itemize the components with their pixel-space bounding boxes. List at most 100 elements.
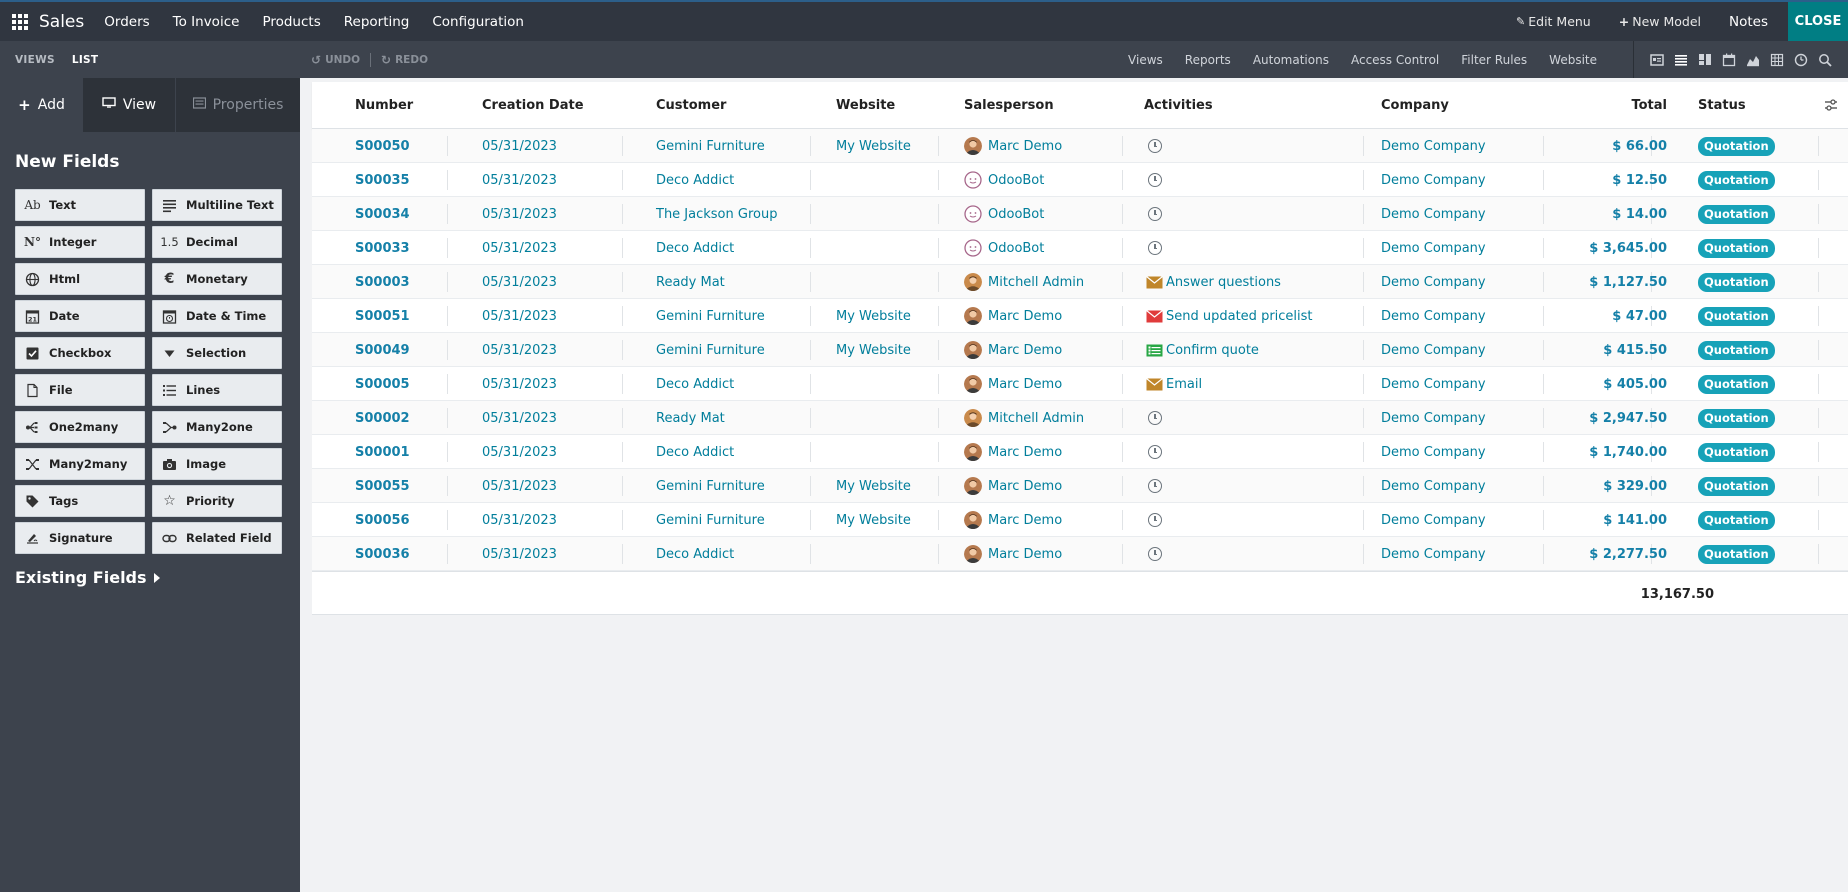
- field-image[interactable]: Image: [152, 448, 282, 480]
- tab-view[interactable]: View: [83, 78, 175, 132]
- cell-activities[interactable]: [1148, 537, 1162, 571]
- cell-salesperson[interactable]: Marc Demo: [964, 469, 1062, 503]
- table-row[interactable]: S00051 05/31/2023 Gemini Furniture My Websi…: [312, 299, 1848, 333]
- cell-creation-date[interactable]: 05/31/2023: [482, 172, 557, 188]
- cell-activities[interactable]: Answer questions: [1146, 265, 1281, 299]
- cell-company[interactable]: Demo Company: [1381, 410, 1486, 426]
- cell-status[interactable]: Quotation: [1698, 265, 1775, 299]
- field-many2one[interactable]: Many2one: [152, 411, 282, 443]
- calendar-view-icon[interactable]: [1722, 53, 1736, 67]
- cell-salesperson[interactable]: Marc Demo: [964, 333, 1062, 367]
- kanban-view-icon[interactable]: [1698, 53, 1712, 67]
- cell-company[interactable]: Demo Company: [1381, 342, 1486, 358]
- cell-customer[interactable]: Gemini Furniture: [656, 512, 765, 528]
- cell-activities[interactable]: Send updated pricelist: [1146, 299, 1313, 333]
- cell-salesperson[interactable]: Marc Demo: [964, 129, 1062, 163]
- table-row[interactable]: S00002 05/31/2023 Ready Mat Mitchell Admin…: [312, 401, 1848, 435]
- clock-icon[interactable]: [1148, 139, 1162, 153]
- menu-products[interactable]: Products: [262, 13, 321, 30]
- cell-customer[interactable]: Deco Addict: [656, 172, 735, 188]
- cell-salesperson[interactable]: Marc Demo: [964, 367, 1062, 401]
- cell-total[interactable]: $ 415.50: [1603, 342, 1667, 358]
- cell-activities[interactable]: [1148, 197, 1162, 231]
- redo-button[interactable]: ↻ REDO: [381, 52, 428, 67]
- field-selection[interactable]: Selection: [152, 337, 282, 369]
- link-reports[interactable]: Reports: [1184, 52, 1231, 67]
- field-one2many[interactable]: One2many: [15, 411, 145, 443]
- clock-icon[interactable]: [1148, 445, 1162, 459]
- activity-view-icon[interactable]: [1794, 53, 1808, 67]
- cell-total[interactable]: $ 141.00: [1603, 512, 1667, 528]
- cell-status[interactable]: Quotation: [1698, 299, 1775, 333]
- cell-number[interactable]: S00034: [355, 206, 410, 222]
- table-row[interactable]: S00033 05/31/2023 Deco Addict OdooBot Demo…: [312, 231, 1848, 265]
- cell-salesperson[interactable]: Mitchell Admin: [964, 401, 1084, 435]
- cell-company[interactable]: Demo Company: [1381, 444, 1486, 460]
- cell-status[interactable]: Quotation: [1698, 401, 1775, 435]
- new-model-button[interactable]: + New Model: [1618, 14, 1701, 29]
- cell-number[interactable]: S00036: [355, 546, 410, 562]
- cell-company[interactable]: Demo Company: [1381, 478, 1486, 494]
- cell-customer[interactable]: The Jackson Group: [656, 206, 778, 222]
- clock-icon[interactable]: [1148, 513, 1162, 527]
- cell-company[interactable]: Demo Company: [1381, 308, 1486, 324]
- cell-customer[interactable]: Gemini Furniture: [656, 138, 765, 154]
- table-row[interactable]: S00036 05/31/2023 Deco Addict Marc Demo De…: [312, 537, 1848, 571]
- cell-status[interactable]: Quotation: [1698, 537, 1775, 571]
- clock-icon[interactable]: [1148, 207, 1162, 221]
- cell-status[interactable]: Quotation: [1698, 333, 1775, 367]
- cell-customer[interactable]: Gemini Furniture: [656, 342, 765, 358]
- cell-company[interactable]: Demo Company: [1381, 546, 1486, 562]
- cell-creation-date[interactable]: 05/31/2023: [482, 376, 557, 392]
- field-related-field[interactable]: Related Field: [152, 522, 282, 554]
- cell-total[interactable]: $ 14.00: [1612, 206, 1667, 222]
- table-row[interactable]: S00056 05/31/2023 Gemini Furniture My Websi…: [312, 503, 1848, 537]
- field-lines[interactable]: Lines: [152, 374, 282, 406]
- link-access-control[interactable]: Access Control: [1350, 52, 1440, 67]
- cell-number[interactable]: S00049: [355, 342, 410, 358]
- cell-status[interactable]: Quotation: [1698, 367, 1775, 401]
- cell-total[interactable]: $ 1,127.50: [1589, 274, 1667, 290]
- cell-salesperson[interactable]: Mitchell Admin: [964, 265, 1084, 299]
- table-row[interactable]: S00034 05/31/2023 The Jackson Group OdooBo…: [312, 197, 1848, 231]
- cell-company[interactable]: Demo Company: [1381, 138, 1486, 154]
- cell-creation-date[interactable]: 05/31/2023: [482, 308, 557, 324]
- cell-activities[interactable]: [1148, 435, 1162, 469]
- cell-status[interactable]: Quotation: [1698, 435, 1775, 469]
- cell-website[interactable]: My Website: [836, 512, 911, 528]
- cell-activities[interactable]: [1148, 231, 1162, 265]
- field-file[interactable]: File: [15, 374, 145, 406]
- cell-creation-date[interactable]: 05/31/2023: [482, 478, 557, 494]
- cell-number[interactable]: S00005: [355, 376, 410, 392]
- field-multiline-text[interactable]: Multiline Text: [152, 189, 282, 221]
- cell-customer[interactable]: Ready Mat: [656, 274, 725, 290]
- cell-creation-date[interactable]: 05/31/2023: [482, 138, 557, 154]
- cell-total[interactable]: $ 2,947.50: [1589, 410, 1667, 426]
- cell-website[interactable]: My Website: [836, 138, 911, 154]
- cell-company[interactable]: Demo Company: [1381, 172, 1486, 188]
- column-header-total[interactable]: Total: [1631, 98, 1667, 113]
- cell-number[interactable]: S00001: [355, 444, 410, 460]
- cell-customer[interactable]: Deco Addict: [656, 444, 735, 460]
- cell-status[interactable]: Quotation: [1698, 469, 1775, 503]
- clock-icon[interactable]: [1148, 547, 1162, 561]
- link-filter-rules[interactable]: Filter Rules: [1461, 52, 1528, 67]
- optional-columns-icon[interactable]: [1824, 98, 1838, 112]
- cell-creation-date[interactable]: 05/31/2023: [482, 512, 557, 528]
- link-automations[interactable]: Automations: [1252, 52, 1329, 67]
- clock-icon[interactable]: [1148, 479, 1162, 493]
- cell-creation-date[interactable]: 05/31/2023: [482, 546, 557, 562]
- field-date[interactable]: 21 Date: [15, 300, 145, 332]
- cell-status[interactable]: Quotation: [1698, 231, 1775, 265]
- field-monetary[interactable]: € Monetary: [152, 263, 282, 295]
- cell-activities[interactable]: [1148, 129, 1162, 163]
- cell-creation-date[interactable]: 05/31/2023: [482, 410, 557, 426]
- cell-company[interactable]: Demo Company: [1381, 274, 1486, 290]
- field-text[interactable]: Ab Text: [15, 189, 145, 221]
- clock-icon[interactable]: [1148, 241, 1162, 255]
- link-views[interactable]: Views: [1128, 52, 1163, 67]
- cell-creation-date[interactable]: 05/31/2023: [482, 274, 557, 290]
- cell-customer[interactable]: Deco Addict: [656, 376, 735, 392]
- cell-customer[interactable]: Gemini Furniture: [656, 308, 765, 324]
- clock-icon[interactable]: [1148, 411, 1162, 425]
